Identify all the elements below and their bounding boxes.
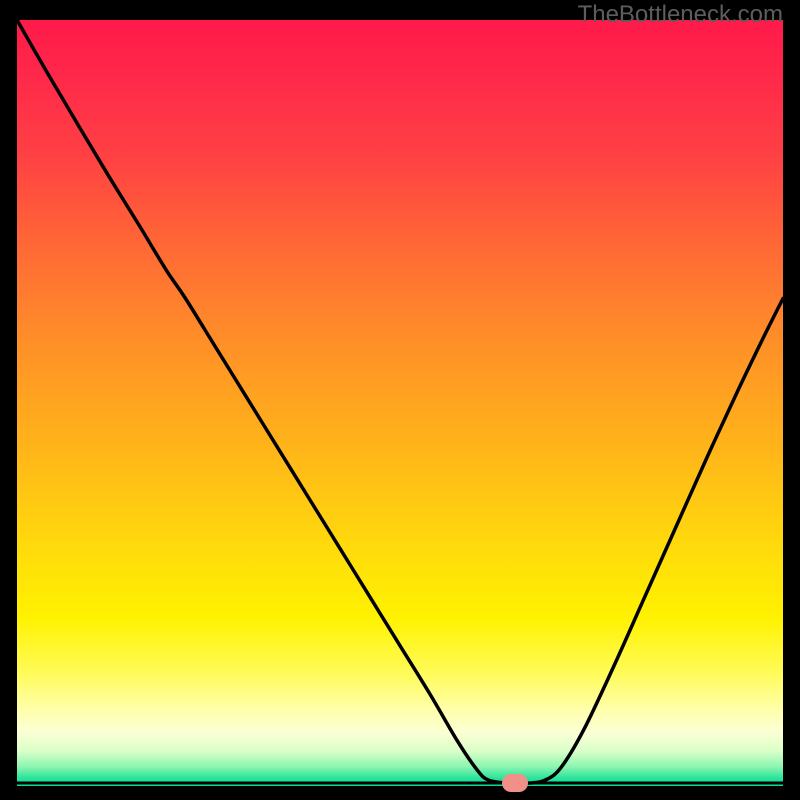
plot-area: [17, 20, 783, 786]
watermark-text: TheBottleneck.com: [578, 1, 783, 29]
bottleneck-curve: [17, 20, 783, 786]
chart-container: TheBottleneck.com: [0, 0, 800, 800]
optimal-point-marker: [502, 774, 528, 792]
